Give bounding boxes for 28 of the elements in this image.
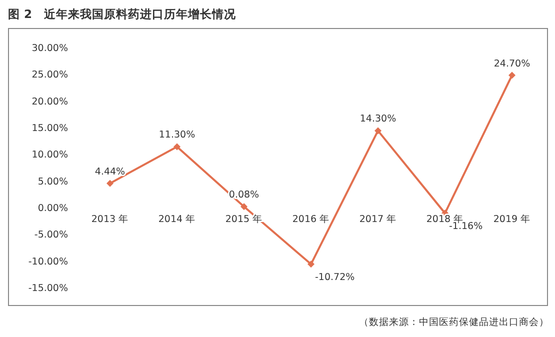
data-label: 11.30% bbox=[158, 130, 196, 141]
chart-title: 图 2 近年来我国原料药进口历年增长情况 bbox=[8, 7, 238, 21]
y-tick-label: 10.00% bbox=[32, 150, 68, 161]
point bbox=[508, 72, 516, 79]
x-tick-label: 2016 年 bbox=[292, 213, 330, 225]
y-tick-label: -10.00% bbox=[28, 256, 68, 268]
x-tick-label: 2017 年 bbox=[359, 213, 397, 225]
data-label: -10.72% bbox=[315, 272, 355, 284]
point bbox=[240, 203, 248, 210]
y-tick-label: -5.00% bbox=[34, 230, 68, 241]
y-tick-label: -15.00% bbox=[28, 283, 68, 294]
y-tick-label: 25.00% bbox=[32, 70, 68, 81]
point bbox=[374, 127, 382, 134]
point bbox=[106, 180, 114, 187]
y-tick-label: 5.00% bbox=[38, 176, 68, 188]
point bbox=[174, 143, 180, 150]
data-label: 4.44% bbox=[94, 166, 126, 178]
y-tick-label: 15.00% bbox=[32, 123, 68, 134]
x-tick-label: 2014 年 bbox=[158, 213, 196, 225]
data-label: 24.70% bbox=[494, 58, 530, 70]
y-tick-label: 20.00% bbox=[32, 96, 68, 108]
point bbox=[308, 260, 314, 268]
y-tick-label: 30.00% bbox=[32, 43, 68, 54]
text: （数据来源：中国医药保健品进出口商会） bbox=[359, 316, 549, 328]
data-label: 14.30% bbox=[360, 114, 396, 125]
x-tick-label: 2019 年 bbox=[493, 213, 531, 225]
y-tick-label: 0.00% bbox=[38, 203, 68, 214]
x-tick-label: 2013 年 bbox=[91, 213, 129, 225]
